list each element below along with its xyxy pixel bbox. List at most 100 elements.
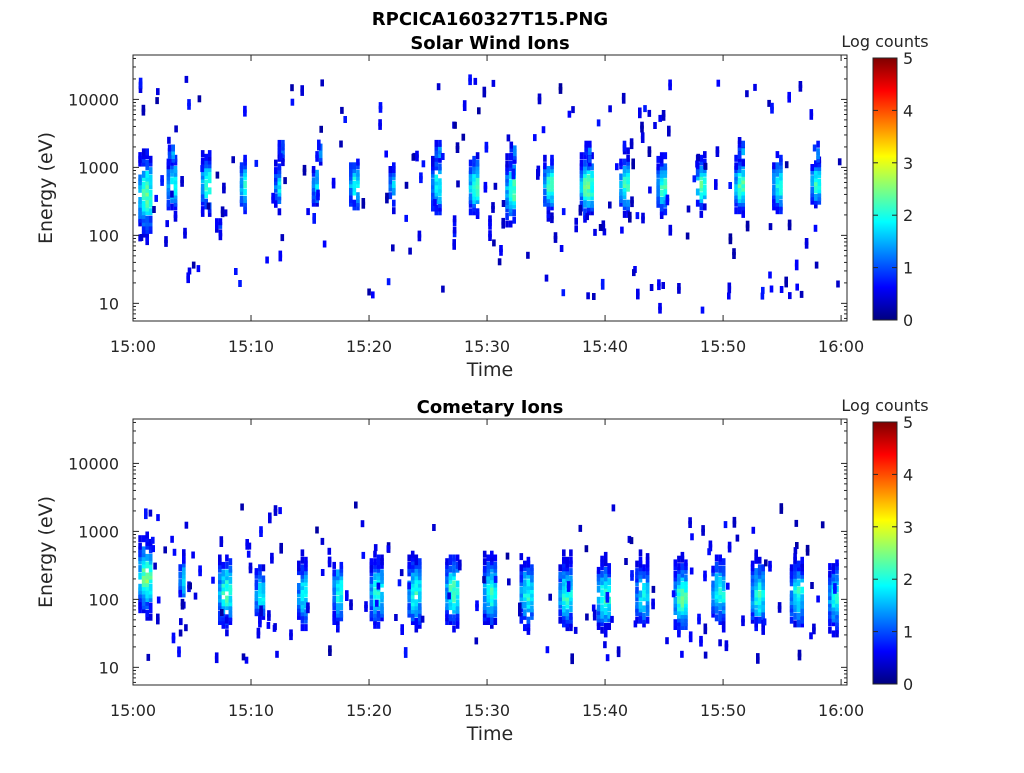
spectrogram-cell — [835, 593, 839, 601]
spectrogram-cell — [148, 178, 153, 186]
spectrogram-cell — [445, 588, 449, 596]
spectrogram-cell — [600, 581, 604, 589]
spectrogram-cell — [258, 583, 262, 590]
spectrogram-cell — [145, 576, 149, 584]
spectrogram-cell — [750, 579, 755, 587]
spectrogram-cell — [141, 174, 146, 182]
colorbar-tick-label: 1 — [903, 623, 913, 642]
spectrogram-cell — [628, 211, 632, 219]
spectrogram-cell — [684, 559, 688, 567]
spectrogram-cell — [619, 158, 623, 166]
spectrogram-cell — [638, 605, 643, 613]
spectrogram-cell — [304, 612, 308, 620]
spectrogram-cell — [410, 558, 415, 566]
spectrogram-cell — [741, 619, 745, 627]
spectrogram-cell — [677, 600, 681, 608]
spectrogram-cell — [265, 256, 269, 264]
spectrogram-cell — [810, 164, 814, 171]
spectrogram-cell — [492, 239, 496, 247]
spectrogram-cell — [218, 565, 222, 573]
spectrogram-cell — [275, 650, 279, 658]
spectrogram-cell — [588, 159, 592, 167]
spectrogram-cell — [364, 601, 368, 609]
spectrogram-cell — [414, 625, 419, 633]
colorbar-gradient — [872, 57, 898, 321]
spectrogram-cell — [519, 553, 524, 561]
colorbar-tick-label: 1 — [903, 259, 913, 278]
spectrogram-cell — [376, 565, 381, 573]
spectrogram-cell — [757, 594, 762, 602]
x-tick-label: 15:40 — [582, 701, 628, 720]
spectrogram-cell — [431, 178, 435, 186]
spectrogram-cell — [775, 169, 780, 177]
spectrogram-cell — [565, 594, 570, 602]
spectrogram-cell — [145, 535, 149, 543]
spectrogram-cell — [831, 570, 836, 578]
spectrogram-cell — [543, 199, 547, 207]
spectrogram-cell — [737, 162, 742, 170]
spectrogram-cell — [434, 178, 439, 186]
spectrogram-cell — [173, 181, 178, 188]
spectrogram-cell — [737, 192, 742, 200]
spectrogram-cell — [684, 578, 688, 586]
spectrogram-cell — [373, 558, 377, 566]
spectrogram-cell — [835, 608, 839, 615]
spectrogram-cell — [550, 192, 554, 200]
spectrogram-cell — [315, 199, 319, 207]
spectrogram-cell — [663, 193, 668, 201]
spectrogram-cell — [204, 157, 208, 165]
spectrogram-cell — [831, 574, 836, 582]
spectrogram-cell — [661, 110, 666, 117]
spectrogram-cell — [622, 166, 627, 173]
spectrogram-cell — [369, 610, 374, 618]
spectrogram-cell — [148, 553, 153, 561]
spectrogram-cell — [512, 198, 516, 205]
spectrogram-cell — [145, 193, 149, 201]
spectrogram-cell — [475, 163, 480, 171]
spectrogram-cell — [304, 586, 308, 594]
spectrogram-cell — [261, 564, 266, 572]
spectrogram-cell — [761, 590, 765, 598]
spectrogram-cell — [635, 579, 639, 587]
spectrogram-cell — [243, 154, 247, 162]
spectrogram-cell — [274, 159, 278, 167]
spectrogram-cell — [586, 189, 591, 197]
spectrogram-cell — [651, 602, 655, 610]
spectrogram-cell — [795, 283, 799, 291]
spectrogram-cell — [817, 179, 822, 186]
spectrogram-cell — [754, 586, 758, 594]
spectrogram-cell — [456, 180, 460, 188]
spectrogram-cell — [659, 200, 664, 208]
spectrogram-cell — [642, 586, 646, 594]
spectrogram-cell — [141, 208, 146, 216]
spectrogram-cell — [627, 535, 632, 543]
spectrogram-cell — [800, 620, 804, 628]
spectrogram-cell — [770, 106, 774, 114]
spectrogram-cell — [228, 599, 233, 607]
spectrogram-cell — [603, 578, 608, 586]
spectrogram-cell — [596, 596, 601, 604]
spectrogram-cell — [279, 542, 283, 550]
spectrogram-cell — [274, 200, 278, 208]
spectrogram-cell — [831, 608, 836, 615]
spectrogram-cell — [378, 105, 383, 113]
spectrogram-cell — [603, 559, 608, 567]
spectrogram-cell — [630, 196, 634, 204]
spectrogram-cell — [562, 605, 566, 613]
spectrogram-cell — [703, 162, 708, 170]
spectrogram-cell — [805, 544, 810, 552]
spectrogram-cell — [523, 601, 527, 609]
spectrogram-cell — [254, 601, 259, 609]
spectrogram-cell — [407, 606, 411, 614]
spectrogram-cell — [418, 576, 422, 584]
spectrogram-cell — [221, 569, 226, 577]
spectrogram-cell — [141, 553, 146, 561]
spectrogram-cell — [200, 172, 205, 180]
spectrogram-cell — [673, 570, 678, 578]
spectrogram-cell — [138, 208, 142, 216]
spectrogram-cell — [526, 568, 531, 576]
spectrogram-cell — [345, 594, 349, 601]
spectrogram-cell — [261, 586, 266, 594]
spectrogram-cell — [711, 591, 715, 599]
spectrogram-cell — [569, 605, 573, 613]
